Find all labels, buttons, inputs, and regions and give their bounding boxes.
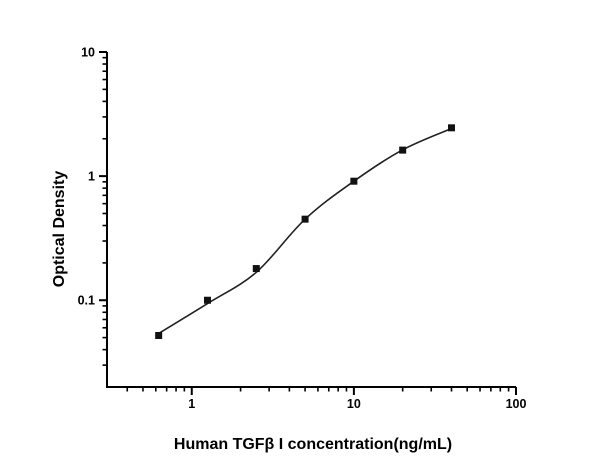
y-tick-label: 10: [81, 46, 95, 60]
axis-spines: [106, 52, 516, 388]
y-axis-title: Optical Density: [51, 171, 68, 288]
data-point-marker: [252, 265, 260, 273]
data-point-marker: [155, 331, 163, 339]
x-tick-label: 1: [188, 397, 195, 411]
x-tick-label: 10: [347, 397, 361, 411]
data-point-marker: [399, 146, 407, 154]
y-tick-label: 1: [88, 170, 95, 184]
data-point-marker: [203, 296, 211, 304]
data-point-marker: [350, 177, 358, 185]
data-point-marker: [301, 215, 309, 223]
x-tick-label: 100: [506, 397, 527, 411]
y-tick-label: 0.1: [78, 294, 95, 308]
x-axis-title: Human TGFβ I concentration(ng/mL): [174, 436, 452, 453]
data-point-marker: [447, 124, 455, 132]
